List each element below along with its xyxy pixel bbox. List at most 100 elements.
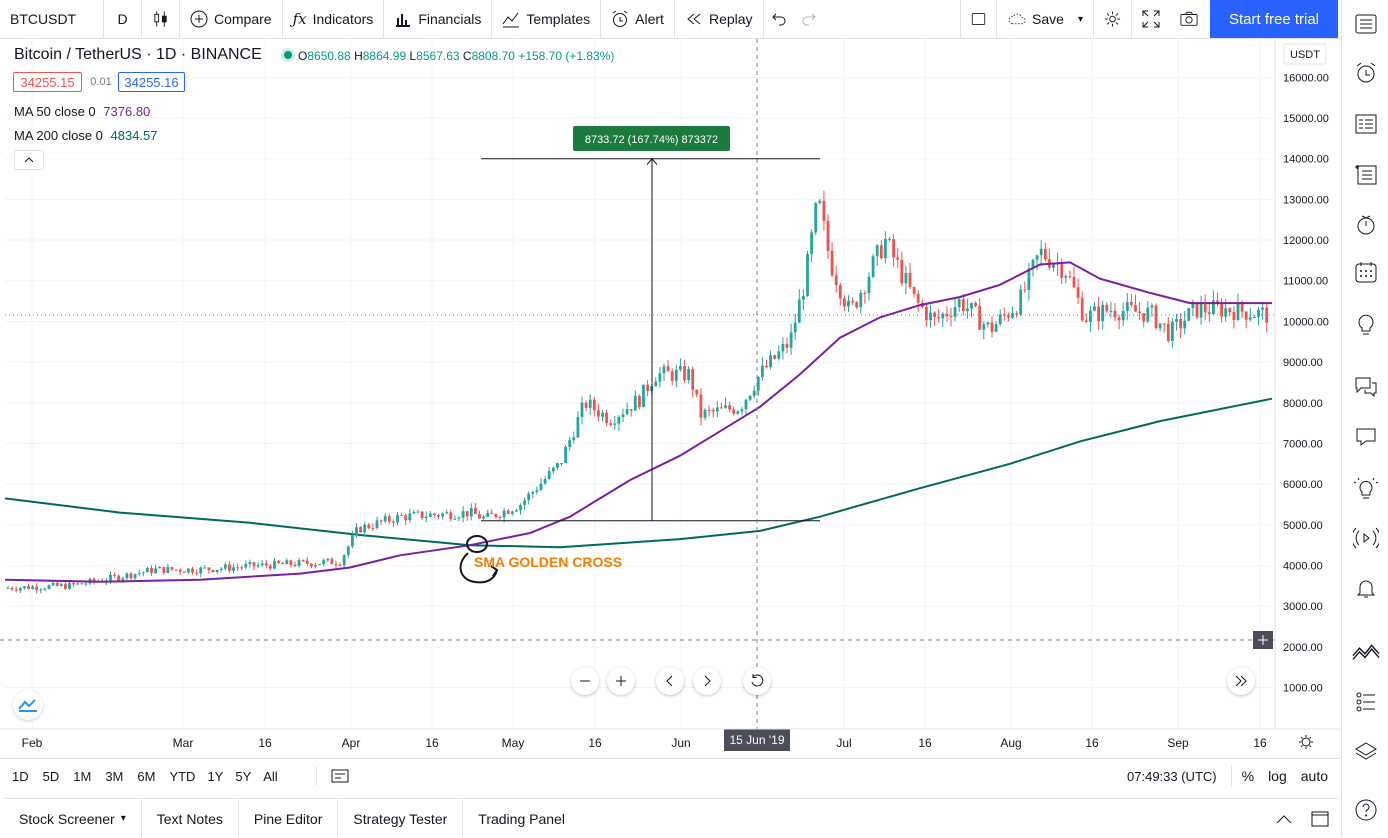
notifications-button[interactable]	[1352, 574, 1380, 602]
range-3m[interactable]: 3M	[105, 768, 124, 784]
bottom-panel-tabs: Stock Screener ▾ Text Notes Pine Editor S…	[4, 798, 1338, 838]
settings-button[interactable]	[1094, 0, 1132, 38]
candle-body	[658, 373, 662, 382]
dom-button[interactable]	[1352, 688, 1380, 716]
percent-toggle[interactable]: %	[1241, 768, 1255, 784]
data-window-button[interactable]	[1352, 110, 1380, 138]
candle-body	[72, 583, 75, 585]
range-5y[interactable]: 5Y	[235, 768, 252, 784]
symbol-title[interactable]: Bitcoin / TetherUS · 1D · BINANCE	[14, 46, 262, 63]
ma200-label: MA 200 close 0	[14, 128, 103, 143]
start-trial-button[interactable]: Start free trial	[1210, 0, 1338, 38]
reset-chart-button[interactable]	[743, 667, 771, 695]
range-5d[interactable]: 5D	[42, 768, 60, 784]
candle-body	[703, 409, 707, 418]
plus-icon	[616, 676, 626, 686]
candle-body	[818, 200, 822, 203]
candle-body	[252, 562, 256, 567]
symbol-search[interactable]: BTCUSDT	[0, 0, 104, 38]
candle-body	[674, 369, 678, 381]
candle-body	[367, 524, 371, 529]
interval-button[interactable]: D	[104, 0, 142, 38]
calendar-button[interactable]	[1352, 211, 1380, 239]
scroll-left-button[interactable]	[656, 667, 684, 695]
candle-body	[859, 292, 863, 308]
maximize-panel-button[interactable]	[1302, 811, 1338, 827]
tab-trading-panel[interactable]: Trading Panel	[463, 799, 580, 838]
financials-button[interactable]: Financials	[384, 0, 493, 38]
alert-button[interactable]: Alert	[601, 0, 675, 38]
replay-button[interactable]: Replay	[675, 0, 764, 38]
tradingview-logo[interactable]	[13, 690, 43, 720]
candle-body	[498, 517, 502, 519]
range-all[interactable]: All	[263, 768, 278, 784]
tab-pine-editor[interactable]: Pine Editor	[239, 799, 339, 838]
broadcast-button[interactable]	[1352, 524, 1380, 552]
candle-body	[888, 238, 891, 240]
chats-button[interactable]	[1352, 373, 1380, 401]
tab-label: Pine Editor	[253, 810, 323, 827]
close-value: 8808.70	[471, 49, 515, 63]
candle-body	[1117, 317, 1121, 321]
candle-body	[125, 573, 129, 579]
price-axis-bg	[1275, 39, 1340, 729]
snapshot-button[interactable]	[1170, 0, 1208, 38]
candle-body	[843, 298, 846, 307]
collapse-legend-button[interactable]	[14, 150, 44, 170]
range-1y[interactable]: 1Y	[207, 768, 224, 784]
buy-price-button[interactable]: 34255.16	[118, 72, 185, 92]
gear-tooth	[1300, 736, 1303, 739]
sell-price-button[interactable]: 34255.15	[13, 72, 82, 92]
range-1m[interactable]: 1M	[73, 768, 92, 784]
log-toggle[interactable]: log	[1268, 768, 1287, 784]
range-1d[interactable]: 1D	[12, 768, 29, 784]
alerts-button[interactable]	[1352, 59, 1380, 87]
candle-body	[474, 507, 477, 515]
economic-calendar-button[interactable]	[1352, 258, 1380, 286]
utc-time[interactable]: 07:49:33 (UTC)	[1127, 768, 1217, 784]
goto-date-button[interactable]	[315, 766, 349, 786]
candle-body	[1043, 248, 1047, 260]
auto-toggle[interactable]: auto	[1300, 768, 1328, 784]
candle-body	[453, 518, 457, 520]
minds-button[interactable]	[1352, 423, 1380, 451]
range-ytd[interactable]: YTD	[169, 768, 196, 784]
object-tree-button[interactable]	[1352, 738, 1380, 766]
undo-button[interactable]	[764, 0, 794, 38]
ideas-button[interactable]	[1352, 311, 1380, 339]
watchlist-button[interactable]	[1352, 10, 1380, 38]
streams-button[interactable]	[1352, 474, 1380, 502]
indicators-button[interactable]: ƒx Indicators	[283, 0, 385, 38]
tab-stock-screener[interactable]: Stock Screener ▾	[4, 799, 142, 838]
candle-body	[428, 513, 432, 517]
tab-strategy-tester[interactable]: Strategy Tester	[338, 799, 464, 838]
zoom-out-button[interactable]	[571, 667, 599, 695]
candle-body	[437, 515, 440, 517]
fullscreen-button[interactable]	[1132, 0, 1170, 38]
redo-button[interactable]	[794, 0, 824, 38]
hotlist-button[interactable]	[1352, 160, 1380, 188]
compare-button[interactable]: Compare	[180, 0, 283, 38]
tab-text-notes[interactable]: Text Notes	[142, 799, 239, 838]
candle-body	[203, 567, 207, 569]
help-button[interactable]	[1352, 796, 1380, 824]
scroll-right-button[interactable]	[693, 667, 721, 695]
gear-tooth	[1309, 745, 1312, 748]
candle-body	[699, 394, 703, 418]
candle-body	[1089, 310, 1092, 322]
stock-chart-button[interactable]	[1352, 637, 1380, 665]
time-tick: Mar	[173, 736, 194, 750]
templates-button[interactable]: Templates	[492, 0, 602, 38]
chart-type-button[interactable]	[142, 0, 180, 38]
ma50-legend[interactable]: MA 50 close 0 7376.80	[14, 104, 150, 119]
scroll-to-realtime-button[interactable]	[1227, 667, 1255, 695]
collapse-panel-button[interactable]	[1266, 814, 1302, 824]
ma200-legend[interactable]: MA 200 close 0 4834.57	[14, 128, 158, 143]
candle-body	[941, 313, 945, 319]
zoom-in-button[interactable]	[607, 667, 635, 695]
candle-body	[1244, 311, 1248, 320]
save-button[interactable]: Save ▾	[997, 0, 1094, 38]
layout-button[interactable]	[961, 0, 997, 38]
range-6m[interactable]: 6M	[137, 768, 156, 784]
